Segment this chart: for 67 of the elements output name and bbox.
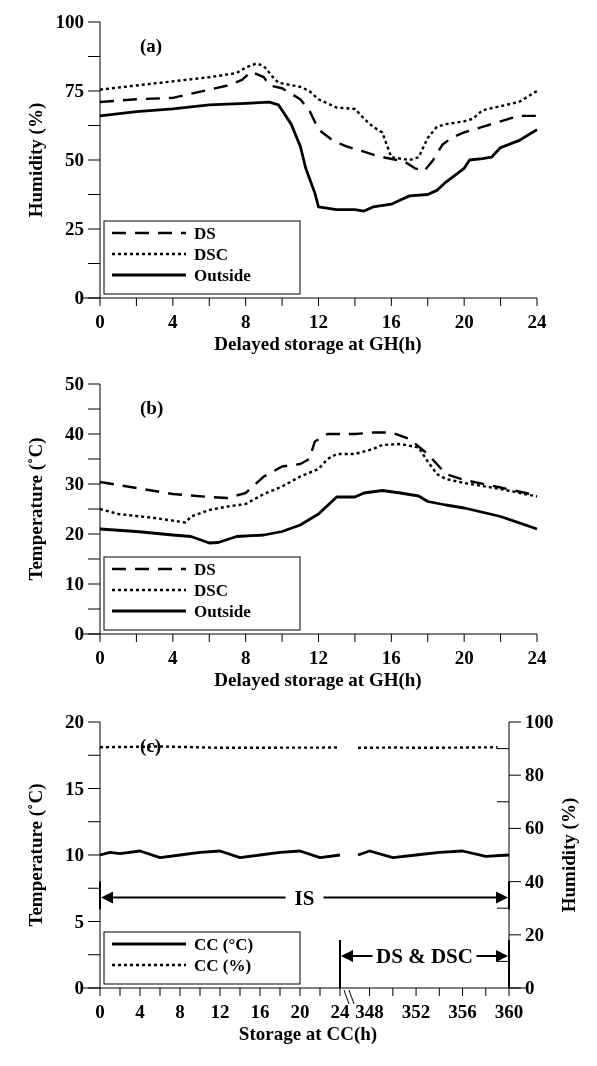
legend-label: DS (194, 560, 216, 579)
legend-label: DSC (194, 245, 229, 264)
y-tick-label: 50 (65, 373, 84, 394)
y2-axis-title: Humidity (%) (558, 797, 580, 913)
y2-tick-label: 100 (525, 711, 554, 732)
x-tick-label: 0 (95, 311, 105, 332)
y-tick-label: 0 (74, 287, 84, 308)
y2-tick-label: 0 (525, 977, 535, 998)
y-tick-label: 100 (55, 11, 84, 32)
x-tick-label: 8 (240, 647, 251, 668)
y-axis-title: Temperature (˚C) (25, 437, 47, 581)
x-tick-label: 8 (175, 1001, 185, 1022)
y-tick-label: 20 (65, 711, 84, 732)
legend-label: CC (%) (194, 956, 252, 975)
x-tick-label: 16 (250, 1001, 270, 1022)
x-axis-title: Delayed storage at GH(h) (214, 669, 422, 691)
x-axis-title: Delayed storage at GH(h) (214, 333, 422, 355)
annotation: (a) (140, 35, 163, 57)
y2-tick-label: 60 (525, 817, 544, 839)
legend-label: DS (194, 224, 216, 243)
y-tick-label: 10 (65, 573, 84, 594)
x-tick-label: 24 (330, 1001, 350, 1022)
y2-tick-label: 80 (525, 764, 544, 786)
x-tick-label: 12 (309, 311, 328, 332)
y-axis-title: Humidity (%) (25, 102, 47, 218)
legend-label: Outside (194, 266, 252, 285)
x-tick-label: 16 (381, 647, 401, 668)
y-tick-label: 50 (65, 149, 84, 170)
x-tick-label: 4 (168, 311, 179, 332)
y-axis-title: Temperature (˚C) (25, 783, 47, 927)
y-tick-label: 5 (74, 910, 84, 932)
y2-tick-label: 40 (525, 870, 544, 892)
y-tick-label: 15 (65, 777, 84, 799)
y-tick-label: 75 (65, 80, 84, 101)
annotation: (c) (140, 735, 162, 757)
y-tick-label: 40 (65, 423, 84, 444)
annotation: (b) (140, 397, 164, 419)
x-tick-label: 12 (309, 647, 328, 668)
y-tick-label: 20 (65, 523, 84, 544)
x-tick-label: 16 (381, 311, 401, 332)
y-tick-label: 0 (74, 623, 84, 644)
x-tick-label: 360 (494, 1001, 524, 1022)
x-tick-label: 0 (95, 647, 105, 668)
x-tick-label: 24 (527, 311, 547, 332)
y2-tick-label: 20 (525, 923, 544, 945)
y-tick-label: 10 (65, 844, 84, 865)
x-tick-label: 12 (210, 1001, 230, 1022)
x-tick-label: 20 (454, 647, 474, 668)
x-axis-title: Storage at CC(h) (238, 1023, 378, 1045)
annotation: IS (294, 885, 315, 910)
legend-label: Outside (194, 602, 252, 621)
x-tick-label: 20 (290, 1001, 310, 1022)
legend-label: CC (°C) (194, 935, 254, 954)
x-tick-label: 352 (401, 1001, 431, 1022)
x-tick-label: 4 (168, 647, 179, 668)
y-tick-label: 25 (65, 218, 84, 239)
x-tick-label: 4 (135, 1001, 146, 1022)
legend-label: DSC (194, 581, 229, 600)
x-tick-label: 356 (448, 1001, 477, 1022)
x-tick-label: 8 (240, 311, 251, 332)
x-tick-label: 348 (355, 1001, 384, 1022)
x-tick-label: 24 (527, 647, 547, 668)
x-tick-label: 0 (95, 1001, 105, 1022)
y-tick-label: 30 (65, 473, 84, 494)
y-tick-label: 0 (74, 977, 84, 998)
annotation: DS & DSC (376, 944, 473, 969)
x-tick-label: 20 (454, 311, 474, 332)
